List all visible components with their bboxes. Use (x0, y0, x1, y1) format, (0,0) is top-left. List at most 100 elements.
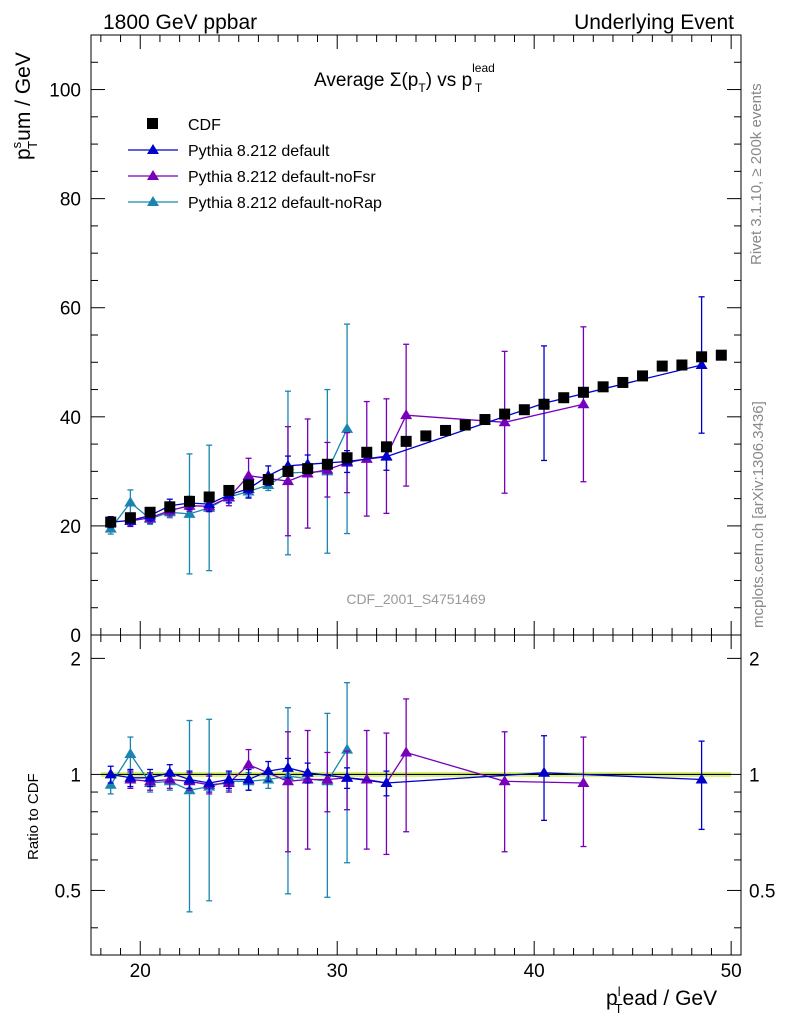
ratio-y-tick-label-right: 2 (749, 649, 760, 670)
main-y-tick-label: 60 (60, 299, 81, 320)
ratio-point-marker (104, 778, 117, 789)
ratio-point-marker (380, 777, 393, 788)
main-point-cdf (538, 398, 550, 410)
ratio-point-marker (281, 775, 294, 786)
ratio-point-marker (262, 765, 275, 776)
legend: CDF Pythia 8.212 default Pythia 8.212 de… (128, 117, 382, 212)
x-tick-label: 40 (524, 961, 545, 982)
main-point-cdf (518, 404, 530, 416)
main-point-cdf (262, 474, 274, 486)
x-tick-label: 50 (721, 961, 742, 982)
main-point-cdf (105, 516, 117, 528)
legend-marker-cdf (147, 118, 158, 129)
main-y-axis-label: psTum / GeV (9, 52, 40, 160)
main-point-marker (124, 496, 137, 507)
ratio-y-axis-label: Ratio to CDF (25, 773, 42, 860)
main-point-marker (183, 507, 196, 518)
main-y-tick-label: 80 (60, 190, 81, 211)
header-left-title: 1800 GeV ppbar (103, 11, 257, 34)
ratio-point-marker (183, 773, 196, 784)
main-point-cdf (223, 484, 235, 496)
main-plot-title: Average Σ(pT) vs plead T (314, 61, 495, 95)
ratio-series-line (130, 751, 584, 786)
main-point-cdf (321, 458, 333, 470)
ratio-point-marker (124, 771, 137, 782)
main-point-cdf (715, 349, 727, 361)
ratio-y-tick-label: 0.5 (55, 881, 81, 902)
ratio-data-layer (104, 682, 708, 913)
ratio-point-marker (242, 758, 255, 769)
main-y-tick-label: 0 (70, 626, 81, 647)
ratio-point-marker (400, 746, 413, 757)
ratio-point-marker (124, 747, 137, 758)
ratio-point-marker (538, 766, 551, 777)
ratio-y-tick-label: 1 (70, 765, 81, 786)
main-point-cdf (400, 435, 412, 447)
ratio-y-tick-label-right: 1 (749, 765, 760, 786)
x-tick-label: 30 (327, 961, 348, 982)
ratio-plot-frame (90, 634, 742, 956)
main-point-cdf (577, 386, 589, 398)
mcplots-label: mcplots.cern.ch [arXiv:1306.3436] (750, 401, 767, 628)
main-point-cdf (558, 392, 570, 404)
main-series-line (130, 403, 584, 522)
x-tick-label: 20 (130, 961, 151, 982)
legend-label-cdf: CDF (188, 117, 221, 134)
ratio-y-tick-label: 2 (70, 649, 81, 670)
main-y-tick-label: 100 (49, 81, 81, 102)
main-point-marker (380, 450, 393, 461)
ratio-point-marker (695, 773, 708, 784)
ratio-band-layer (100, 771, 732, 777)
main-point-cdf (479, 414, 491, 426)
ratio-point-marker (341, 771, 354, 782)
main-point-cdf (144, 506, 156, 518)
legend-marker-default (147, 144, 159, 154)
main-point-cdf (440, 424, 452, 436)
main-point-cdf (637, 370, 649, 382)
main-y-tick-label: 40 (60, 408, 81, 429)
main-point-cdf (380, 441, 392, 453)
legend-marker-norap (147, 196, 159, 206)
ratio-point-marker (242, 773, 255, 784)
ratio-point-marker (163, 766, 176, 777)
main-point-cdf (617, 376, 629, 388)
legend-label-nofsr: Pythia 8.212 default-noFsr (188, 169, 376, 186)
ratio-point-marker (321, 773, 334, 784)
axes-layer: 20 30 40 50 0 20 40 60 80 100 0.5 0.5 1 1 2 2 (49, 34, 775, 982)
main-point-cdf (361, 446, 373, 458)
main-point-cdf (676, 359, 688, 371)
header-right-title: Underlying Event (574, 11, 734, 34)
legend-marker-nofsr (147, 170, 159, 180)
main-point-cdf (420, 430, 432, 442)
main-point-cdf (499, 408, 511, 420)
main-y-tick-label: 20 (60, 517, 81, 538)
analysis-watermark: CDF_2001_S4751469 (346, 591, 486, 607)
x-axis-label: pl Tead / GeV (606, 984, 717, 1016)
ratio-point-marker (281, 761, 294, 772)
ratio-point-marker (104, 768, 117, 779)
legend-label-default: Pythia 8.212 default (188, 143, 330, 160)
ratio-point-marker (577, 777, 590, 788)
main-data-layer (104, 296, 727, 575)
main-point-marker (203, 498, 216, 509)
main-point-cdf (302, 463, 314, 475)
ratio-point-marker (222, 773, 235, 784)
main-point-marker (695, 359, 708, 369)
ratio-point-marker (144, 771, 157, 782)
main-point-cdf (183, 495, 195, 507)
main-point-cdf (164, 501, 176, 513)
main-point-cdf (597, 381, 609, 393)
ratio-point-marker (498, 775, 511, 786)
main-point-marker (400, 409, 413, 420)
main-point-marker (577, 398, 590, 409)
main-point-cdf (459, 419, 471, 431)
rivet-label: Rivet 3.1.10, ≥ 200k events (748, 83, 765, 265)
ratio-point-marker (203, 777, 216, 788)
main-point-marker (498, 416, 511, 427)
main-point-marker (341, 422, 354, 433)
main-point-cdf (696, 351, 708, 363)
main-point-marker (360, 452, 373, 463)
main-point-cdf (656, 360, 668, 372)
main-point-cdf (124, 512, 136, 524)
